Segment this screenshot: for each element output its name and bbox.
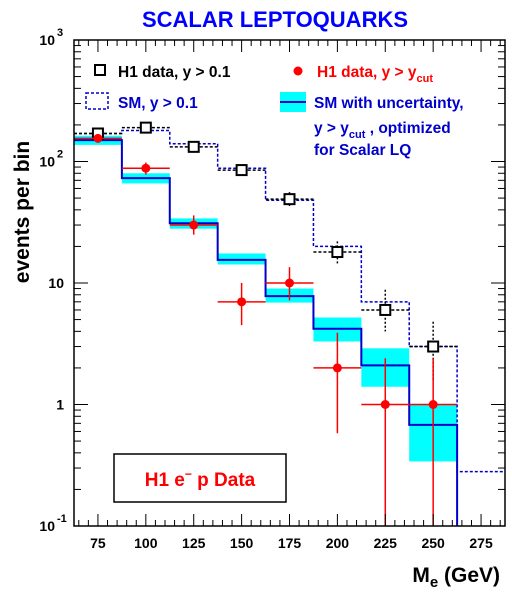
h1-data-point-4	[283, 193, 296, 206]
h1-data-ycut-point-2	[189, 220, 199, 230]
x-tick-label-0: 75	[90, 535, 106, 551]
annotation-text: H1 e− p Data	[145, 467, 256, 491]
h1-data-ycut-point-5	[332, 363, 342, 373]
legend-label-sm-line2-main: y > y	[314, 120, 349, 137]
legend-label-sm-line2-sub: cut	[349, 129, 366, 141]
legend-label-sm-uncertainty: SM with uncertainty,	[314, 95, 464, 112]
x-axis-label-unit: (GeV)	[438, 564, 500, 587]
annotation-text-main: H1 e	[145, 470, 185, 491]
chart-title: SCALAR LEPTOQUARKS	[142, 7, 408, 32]
y-tick-label-exp-4: 3	[57, 27, 63, 39]
legend-label-sm-line2-rest: , optimized	[365, 120, 450, 137]
h1-data-ycut-point-4	[285, 278, 294, 288]
h1-data-ycut-point-3	[237, 297, 247, 307]
legend-label-sm: SM, y > 0.1	[118, 95, 198, 112]
x-tick-label-7: 250	[421, 535, 445, 551]
y-axis-label: events per bin	[11, 141, 34, 283]
h1-data-ycut-point-1	[141, 163, 151, 173]
legend-marker-h1-data-open-square	[94, 64, 106, 76]
x-tick-label-1: 100	[134, 535, 158, 551]
legend-label-h1-data-ycut-sub: cut	[417, 73, 434, 85]
annotation-frame	[113, 453, 287, 503]
annotation-text-sup: −	[185, 467, 192, 481]
x-axis-label-sub: e	[430, 574, 438, 591]
plot-area	[74, 129, 505, 526]
h1-data-point-6	[379, 303, 392, 316]
legend-marker-h1-data-ycut	[293, 66, 303, 76]
h1-data-point-3	[235, 164, 248, 177]
x-tick-label-3: 150	[230, 535, 254, 551]
h1-data-point-5	[331, 245, 344, 258]
legend-label-h1-data-ycut: H1 data, y > ycut	[317, 64, 433, 85]
x-tick-label-8: 275	[469, 535, 493, 551]
h1-data-ycut-point-7	[428, 400, 438, 409]
legend: H1 data, y > 0.1 H1 data, y > ycut SM, y…	[85, 64, 464, 159]
y-tick-label-exp-3: 2	[57, 149, 63, 161]
annotation-text-rest: p Data	[192, 470, 256, 491]
annotation-box: H1 e− p Data	[113, 453, 287, 503]
h1-data-point-7	[427, 340, 440, 353]
y-tick-label-1: 1	[56, 397, 64, 413]
y-tick-label-2: 10	[48, 275, 64, 291]
h1-data-point-2	[187, 140, 200, 153]
h1-data-ycut-point-6	[380, 400, 390, 409]
legend-label-h1-data: H1 data, y > 0.1	[118, 64, 231, 81]
h1-data-ycut-point-0	[93, 133, 103, 143]
y-tick-label-4: 10	[39, 32, 55, 48]
x-tick-label-5: 200	[326, 535, 350, 551]
h1-data-point-1	[139, 121, 152, 134]
x-tick-label-4: 175	[278, 535, 302, 551]
x-tick-label-6: 225	[374, 535, 398, 551]
x-axis-label-main: M	[412, 564, 430, 587]
y-tick-label-exp-0: -1	[57, 513, 67, 525]
data-marks	[74, 121, 458, 526]
y-tick-label-3: 10	[39, 154, 55, 170]
legend-label-sm-uncertainty-line2: y > ycut , optimized	[314, 120, 451, 141]
legend-marker-sm-dashed	[85, 92, 109, 110]
legend-label-sm-uncertainty-line3: for Scalar LQ	[314, 142, 411, 159]
legend-label-h1-data-ycut-main: H1 data, y > y	[317, 64, 417, 81]
x-tick-label-2: 125	[182, 535, 206, 551]
sm-solid-step-line	[74, 139, 459, 526]
y-tick-label-0: 10	[39, 518, 55, 534]
x-axis-label: Me (GeV)	[412, 564, 500, 591]
